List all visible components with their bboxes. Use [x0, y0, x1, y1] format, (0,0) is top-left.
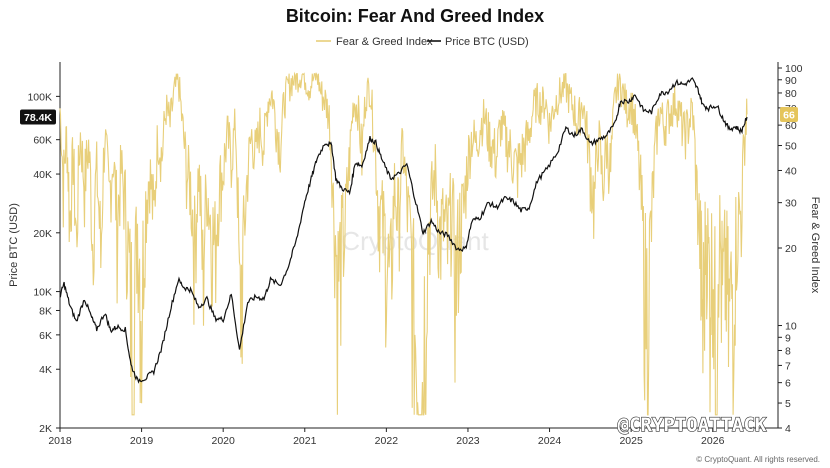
x-tick-label: 2023: [456, 435, 480, 447]
plot-area: [59, 71, 748, 416]
right-tick-label: 90: [785, 75, 797, 87]
left-tick-label: 100K: [27, 91, 52, 103]
left-axis-label: Price BTC (USD): [8, 203, 20, 287]
left-tick-label: 8K: [39, 305, 52, 317]
handle-watermark: @CRYPTOATTACK: [618, 414, 767, 436]
right-tick-label: 30: [785, 198, 797, 210]
x-tick-label: 2019: [130, 435, 154, 447]
current-price-badge: 78.4K: [20, 109, 56, 125]
current-price-badge-bg: [20, 109, 56, 125]
watermark: CryptoQuant: [341, 226, 489, 256]
x-tick-label: 2024: [538, 435, 562, 447]
right-tick-label: 40: [785, 165, 797, 177]
right-tick-label: 9: [785, 332, 791, 344]
price-series-line: [59, 77, 748, 384]
right-tick-label: 50: [785, 141, 797, 153]
right-tick-label: 60: [785, 120, 797, 132]
right-tick-label: 8: [785, 345, 791, 357]
current-fng-badge-bg: [780, 106, 798, 122]
x-tick-label: 2022: [375, 435, 399, 447]
current-fng-badge-label: 66: [783, 109, 795, 121]
x-axis-ticks: 2018 2019 2020 2021 2022 2023 2024 2025 2026: [48, 428, 725, 447]
right-tick-label: 10: [785, 321, 797, 333]
fng-series-line: [59, 71, 748, 416]
left-tick-label: 2K: [39, 423, 52, 435]
left-tick-label: 60K: [33, 135, 52, 147]
x-tick-label: 2020: [212, 435, 236, 447]
left-axis-ticks: 100K 60K 40K 20K 10K 8K 6K 4K 2K: [27, 91, 60, 435]
right-tick-label: 4: [785, 423, 791, 435]
copyright-footer: © CryptoQuant. All rights reserved.: [696, 455, 820, 464]
x-tick-label: 2026: [701, 435, 725, 447]
x-tick-label: 2025: [619, 435, 643, 447]
left-tick-label: 4K: [39, 364, 52, 376]
left-tick-label: 40K: [33, 169, 52, 181]
legend-label-fng: Fear & Greed Index: [336, 36, 433, 48]
left-tick-label: 10K: [33, 287, 52, 299]
legend: Fear & Greed Index Price BTC (USD): [316, 36, 529, 48]
right-axis-label: Fear & Greed Index: [809, 197, 821, 294]
current-fng-badge: 66: [780, 106, 798, 122]
right-tick-label: 100: [785, 63, 803, 75]
right-tick-label: 20: [785, 243, 797, 255]
right-tick-label: 7: [785, 360, 791, 372]
x-tick-label: 2021: [293, 435, 317, 447]
chart-title: Bitcoin: Fear And Greed Index: [286, 6, 544, 26]
legend-label-price: Price BTC (USD): [445, 36, 529, 48]
right-tick-label: 80: [785, 88, 797, 100]
current-price-badge-label: 78.4K: [24, 112, 52, 124]
right-tick-label: 5: [785, 398, 791, 410]
x-tick-label: 2018: [48, 435, 72, 447]
left-tick-label: 6K: [39, 330, 52, 342]
left-tick-label: 20K: [33, 228, 52, 240]
right-tick-label: 6: [785, 378, 791, 390]
